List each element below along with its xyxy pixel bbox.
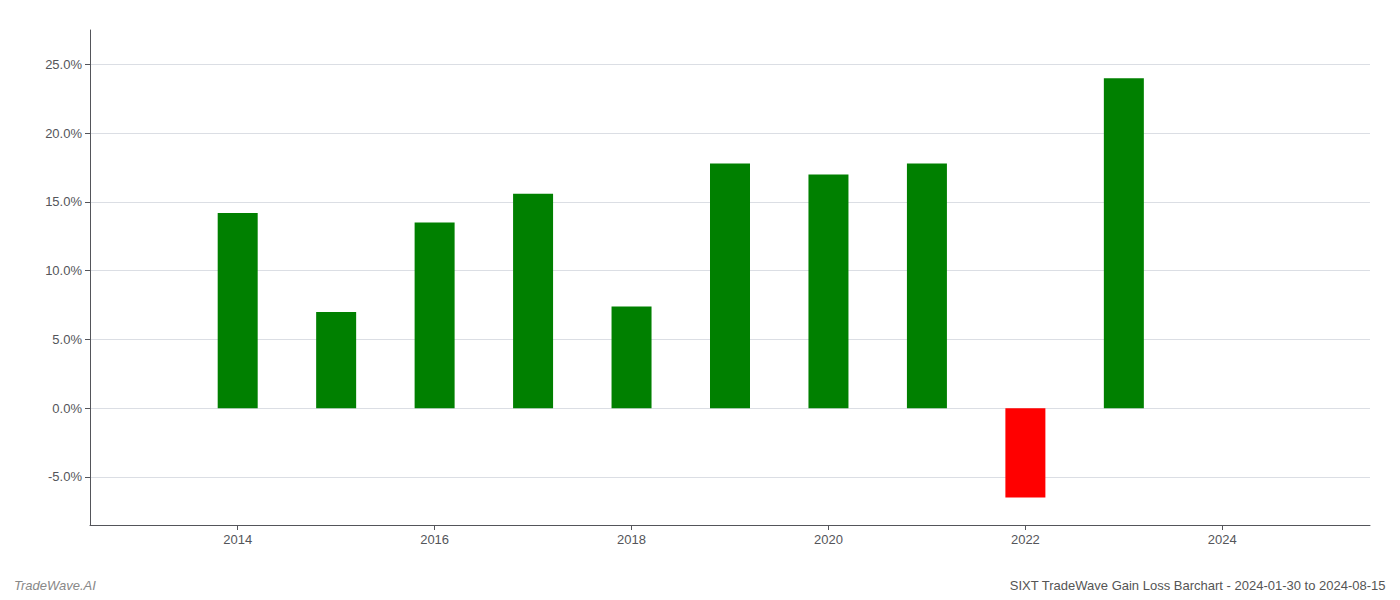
svg-text:20.0%: 20.0% xyxy=(45,126,82,141)
svg-text:2024: 2024 xyxy=(1208,532,1237,547)
svg-text:15.0%: 15.0% xyxy=(45,194,82,209)
svg-text:2020: 2020 xyxy=(814,532,843,547)
svg-text:5.0%: 5.0% xyxy=(52,332,82,347)
svg-text:2016: 2016 xyxy=(420,532,449,547)
svg-text:25.0%: 25.0% xyxy=(45,57,82,72)
svg-text:2022: 2022 xyxy=(1011,532,1040,547)
svg-text:0.0%: 0.0% xyxy=(52,401,82,416)
svg-text:-5.0%: -5.0% xyxy=(48,469,82,484)
svg-text:10.0%: 10.0% xyxy=(45,263,82,278)
svg-text:SIXT TradeWave Gain Loss Barch: SIXT TradeWave Gain Loss Barchart - 2024… xyxy=(1010,578,1386,593)
svg-text:TradeWave.AI: TradeWave.AI xyxy=(14,578,96,593)
svg-text:2014: 2014 xyxy=(223,532,252,547)
svg-text:2018: 2018 xyxy=(617,532,646,547)
